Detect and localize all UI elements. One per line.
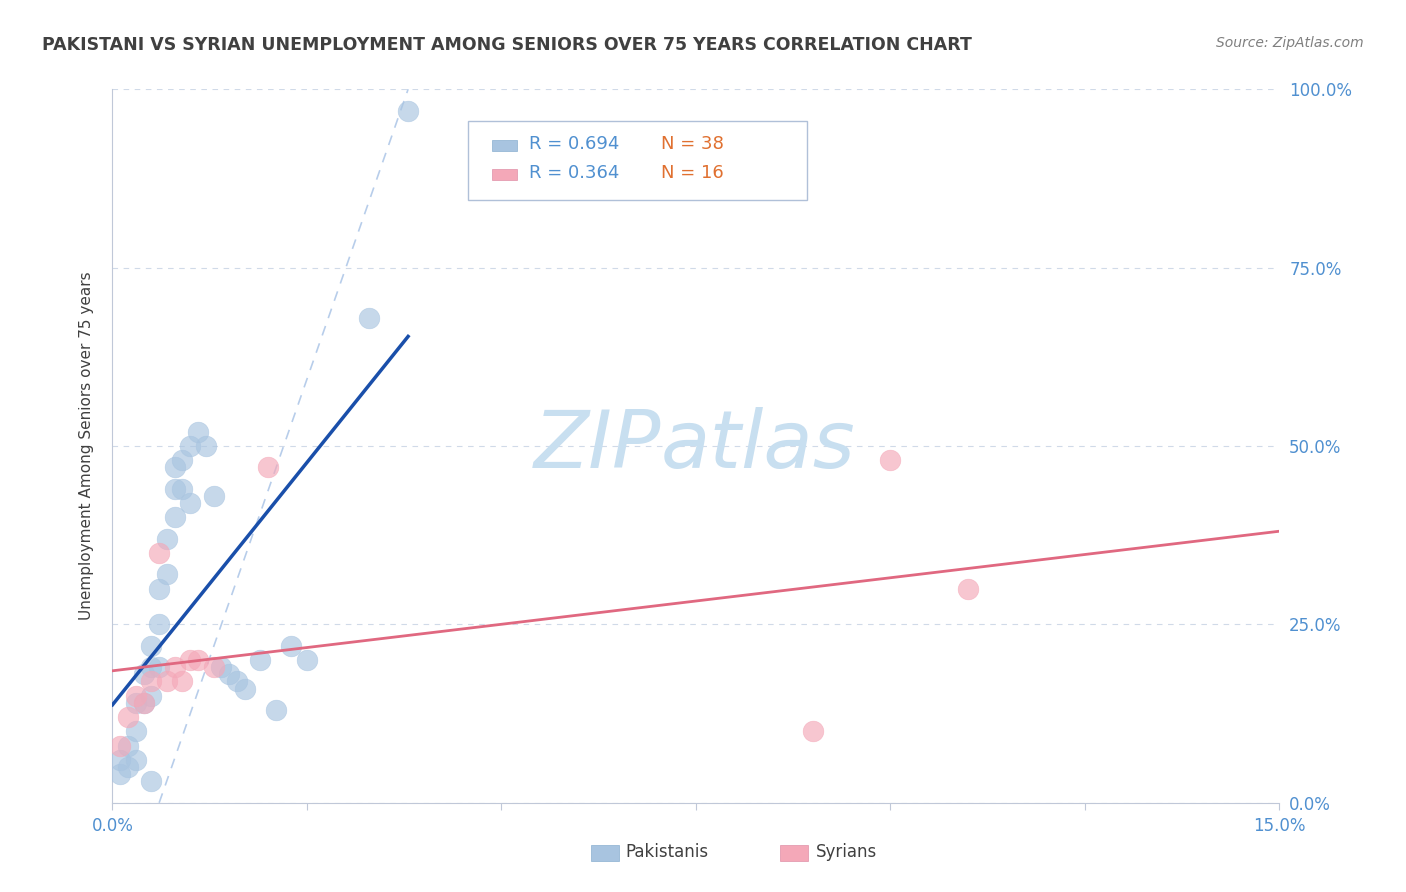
Point <box>280 639 302 653</box>
Point <box>172 482 194 496</box>
Point <box>141 674 163 689</box>
FancyBboxPatch shape <box>468 121 807 200</box>
Point <box>194 439 217 453</box>
FancyBboxPatch shape <box>492 169 517 180</box>
Text: Pakistanis: Pakistanis <box>626 843 709 861</box>
Point <box>125 689 148 703</box>
Point <box>156 674 179 689</box>
Point <box>879 453 901 467</box>
Text: N = 38: N = 38 <box>661 136 724 153</box>
Point <box>233 681 256 696</box>
Y-axis label: Unemployment Among Seniors over 75 years: Unemployment Among Seniors over 75 years <box>79 272 94 620</box>
Point <box>132 696 155 710</box>
Point <box>218 667 240 681</box>
Point <box>132 696 155 710</box>
Text: ZIP: ZIP <box>534 407 661 485</box>
Text: Syrians: Syrians <box>815 843 877 861</box>
Point <box>179 439 201 453</box>
Point <box>110 767 132 781</box>
Text: N = 16: N = 16 <box>661 164 724 182</box>
Point <box>179 653 201 667</box>
Text: PAKISTANI VS SYRIAN UNEMPLOYMENT AMONG SENIORS OVER 75 YEARS CORRELATION CHART: PAKISTANI VS SYRIAN UNEMPLOYMENT AMONG S… <box>42 36 972 54</box>
Point <box>110 753 132 767</box>
Point <box>202 489 225 503</box>
Point <box>187 653 209 667</box>
Point <box>249 653 271 667</box>
Point <box>141 639 163 653</box>
Point <box>295 653 318 667</box>
Point <box>132 667 155 681</box>
Text: atlas: atlas <box>661 407 856 485</box>
Point <box>148 617 170 632</box>
Point <box>148 582 170 596</box>
Point <box>163 482 186 496</box>
Point <box>257 460 280 475</box>
Point <box>125 696 148 710</box>
Point <box>264 703 287 717</box>
Point <box>110 739 132 753</box>
Point <box>172 674 194 689</box>
Point <box>957 582 980 596</box>
Point <box>209 660 232 674</box>
Point <box>141 689 163 703</box>
Point <box>163 510 186 524</box>
Point <box>156 532 179 546</box>
Point <box>179 496 201 510</box>
Point <box>163 460 186 475</box>
Point <box>148 660 170 674</box>
Point <box>163 660 186 674</box>
Point <box>125 724 148 739</box>
Point <box>141 774 163 789</box>
Point <box>172 453 194 467</box>
Point <box>801 724 824 739</box>
Point <box>117 739 139 753</box>
Point <box>125 753 148 767</box>
Point <box>396 103 419 118</box>
Point <box>156 567 179 582</box>
Text: R = 0.694: R = 0.694 <box>529 136 620 153</box>
Point <box>141 660 163 674</box>
Point <box>148 546 170 560</box>
Point <box>226 674 249 689</box>
FancyBboxPatch shape <box>492 140 517 152</box>
Point <box>359 310 381 325</box>
Text: Source: ZipAtlas.com: Source: ZipAtlas.com <box>1216 36 1364 50</box>
Point <box>187 425 209 439</box>
Point <box>117 710 139 724</box>
Point <box>117 760 139 774</box>
Text: R = 0.364: R = 0.364 <box>529 164 620 182</box>
Point <box>202 660 225 674</box>
